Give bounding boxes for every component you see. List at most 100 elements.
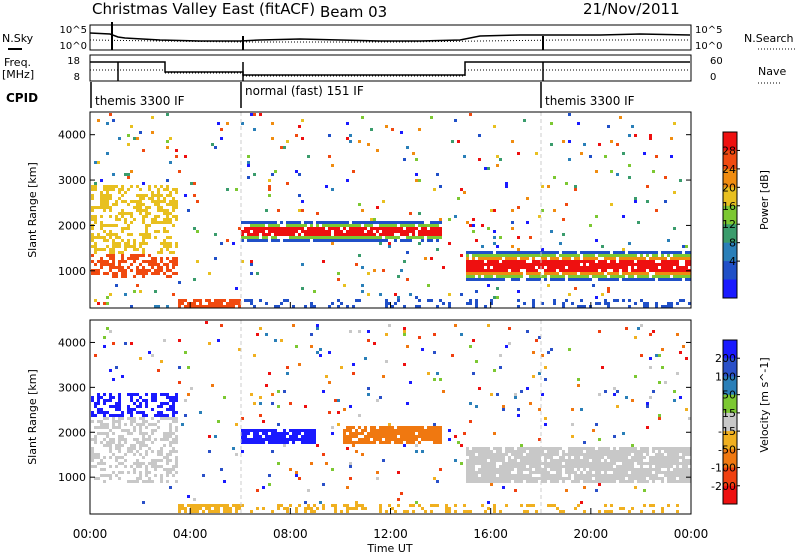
velocity-cell	[619, 480, 622, 483]
velocity-cell	[574, 447, 577, 450]
velocity-cell	[607, 477, 610, 480]
power-cell	[508, 251, 511, 254]
velocity-cell	[496, 447, 499, 450]
velocity-cell	[487, 474, 490, 477]
velocity-cell	[595, 468, 598, 471]
power-cell	[517, 275, 520, 278]
power-cell	[667, 269, 670, 272]
velocity-cell	[235, 507, 238, 510]
power-cell	[268, 179, 271, 182]
power-cell	[187, 209, 190, 212]
velocity-cell	[349, 435, 352, 438]
power-cell	[337, 230, 340, 233]
velocity-cell	[370, 432, 373, 435]
power-cell	[94, 299, 97, 302]
power-cell	[664, 272, 667, 275]
power-cell	[679, 266, 682, 269]
power-cell	[433, 188, 436, 191]
velocity-cell	[142, 411, 145, 414]
velocity-cell	[622, 462, 625, 465]
velocity-cell	[562, 453, 565, 456]
velocity-colorbar-swatch	[723, 358, 737, 377]
power-cell	[391, 305, 394, 308]
power-cell	[493, 263, 496, 266]
velocity-cell	[655, 456, 658, 459]
velocity-cell	[523, 459, 526, 462]
velocity-cell	[478, 462, 481, 465]
velocity-cell	[145, 450, 148, 453]
power-cell	[142, 182, 145, 185]
power-cell	[331, 221, 334, 224]
velocity-cell	[385, 435, 388, 438]
power-cell	[628, 275, 631, 278]
velocity-cell	[223, 507, 226, 510]
power-cell	[283, 299, 286, 302]
power-cell	[574, 266, 577, 269]
velocity-cell	[142, 501, 145, 504]
power-cell	[139, 203, 142, 206]
velocity-cell	[307, 435, 310, 438]
velocity-cell	[130, 342, 133, 345]
velocity-cell	[385, 438, 388, 441]
power-cell	[112, 233, 115, 236]
velocity-cell	[145, 474, 148, 477]
power-cell	[175, 188, 178, 191]
power-cell	[235, 188, 238, 191]
velocity-cell	[655, 471, 658, 474]
velocity-cell	[481, 474, 484, 477]
power-cell	[466, 266, 469, 269]
velocity-cell	[490, 480, 493, 483]
power-cell	[286, 227, 289, 230]
velocity-cell	[103, 345, 106, 348]
power-cell	[676, 257, 679, 260]
velocity-cell	[187, 495, 190, 498]
power-cell	[151, 200, 154, 203]
power-cell	[568, 260, 571, 263]
velocity-cell	[121, 456, 124, 459]
velocity-cell	[643, 462, 646, 465]
power-cell	[151, 191, 154, 194]
power-cell	[100, 197, 103, 200]
power-cell	[124, 200, 127, 203]
power-cell	[496, 287, 499, 290]
velocity-cell	[271, 402, 274, 405]
velocity-cell	[100, 408, 103, 411]
power-ytick-label: 2000	[58, 219, 86, 232]
power-cell	[376, 221, 379, 224]
velocity-cell	[544, 474, 547, 477]
power-cell	[610, 263, 613, 266]
power-cell	[394, 302, 397, 305]
power-cell	[478, 278, 481, 281]
velocity-cell	[133, 438, 136, 441]
power-cell	[511, 263, 514, 266]
power-cell	[286, 221, 289, 224]
power-cell	[151, 266, 154, 269]
velocity-cell	[112, 405, 115, 408]
power-cell	[634, 197, 637, 200]
velocity-cell	[688, 462, 691, 465]
power-cell	[688, 251, 691, 254]
power-cell	[478, 266, 481, 269]
velocity-cell	[487, 507, 490, 510]
velocity-cell	[103, 456, 106, 459]
velocity-cell	[499, 354, 502, 357]
power-cell	[475, 269, 478, 272]
power-cell	[109, 263, 112, 266]
velocity-cell	[367, 438, 370, 441]
velocity-cell	[346, 507, 349, 510]
velocity-cell	[586, 447, 589, 450]
velocity-cell	[562, 456, 565, 459]
velocity-cell	[271, 435, 274, 438]
power-cell	[265, 239, 268, 242]
power-cell	[265, 221, 268, 224]
power-cell	[100, 248, 103, 251]
power-cell	[97, 119, 100, 122]
velocity-cell	[511, 453, 514, 456]
velocity-cell	[169, 432, 172, 435]
velocity-cell	[601, 456, 604, 459]
velocity-cell	[172, 447, 175, 450]
velocity-cell	[565, 465, 568, 468]
velocity-cell	[133, 462, 136, 465]
power-cell	[160, 257, 163, 260]
velocity-cell	[91, 465, 94, 468]
